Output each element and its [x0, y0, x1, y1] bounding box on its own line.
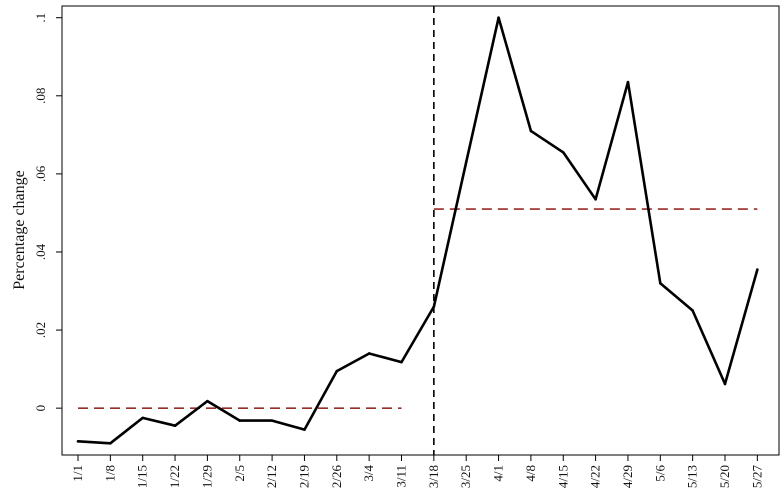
- data-point: [400, 360, 403, 364]
- x-tick-label: 4/1: [491, 465, 506, 482]
- data-point: [691, 309, 694, 312]
- data-point: [464, 160, 468, 164]
- data-point: [432, 305, 436, 308]
- x-tick-label: 5/20: [717, 465, 732, 488]
- data-point: [594, 197, 597, 201]
- data-point: [756, 268, 759, 271]
- data-point: [173, 424, 177, 428]
- y-tick-label: .1: [33, 13, 48, 23]
- data-point: [367, 352, 371, 355]
- x-tick-label: 3/18: [426, 465, 441, 488]
- series-group: [76, 16, 759, 445]
- y-tick-label: 0: [33, 405, 48, 412]
- x-tick-label: 4/29: [620, 465, 635, 488]
- data-point: [109, 441, 112, 445]
- y-axis: 0 .02 .04 .06 .08 .1: [33, 13, 62, 412]
- x-tick-label: 5/6: [652, 465, 667, 482]
- y-tick-label: .06: [33, 165, 48, 182]
- x-tick-label: 4/22: [588, 465, 603, 488]
- x-tick-label: 3/4: [361, 465, 376, 482]
- x-tick-label: 2/26: [329, 465, 344, 489]
- data-point: [626, 80, 630, 84]
- x-tick-label: 4/8: [523, 465, 538, 482]
- y-axis-title: Percentage change: [11, 170, 28, 289]
- plot-border: [61, 5, 780, 456]
- x-tick-label: 2/5: [232, 465, 247, 482]
- data-point: [723, 382, 727, 386]
- data-point: [497, 16, 500, 20]
- x-tick-label: 2/12: [264, 465, 279, 488]
- data-point: [529, 129, 533, 133]
- x-tick-label: 3/25: [458, 465, 473, 488]
- data-point: [141, 416, 144, 420]
- y-tick-label: .04: [33, 243, 48, 260]
- data-point: [659, 281, 662, 285]
- data-point: [335, 369, 339, 373]
- x-tick-label: 1/15: [135, 465, 150, 488]
- x-tick-label: 5/13: [685, 465, 700, 488]
- plot-frame: [61, 5, 780, 456]
- data-point: [206, 399, 209, 403]
- x-tick-label: 5/27: [749, 465, 764, 489]
- x-tick-label: 1/22: [167, 465, 182, 488]
- x-tick-label: 1/1: [70, 465, 85, 482]
- x-tick-label: 1/8: [102, 465, 117, 482]
- y-tick-label: .08: [33, 88, 48, 104]
- data-point: [561, 151, 565, 154]
- data-point: [238, 419, 242, 422]
- x-tick-label: 1/29: [199, 465, 214, 488]
- series-line: [77, 16, 759, 445]
- x-tick-label: 3/11: [394, 465, 409, 488]
- x-tick-label: 4/15: [555, 465, 570, 488]
- x-axis: 1/1 1/8 1/15 1/22 1/29 2/5 2/12 2/19 2/26 3/4 3/11…: [70, 455, 764, 488]
- data-point: [303, 428, 306, 431]
- x-tick-label: 2/19: [296, 465, 311, 488]
- reference-lines: [78, 6, 758, 455]
- y-tick-label: .02: [33, 322, 48, 338]
- data-point: [76, 440, 80, 443]
- data-point: [270, 419, 274, 422]
